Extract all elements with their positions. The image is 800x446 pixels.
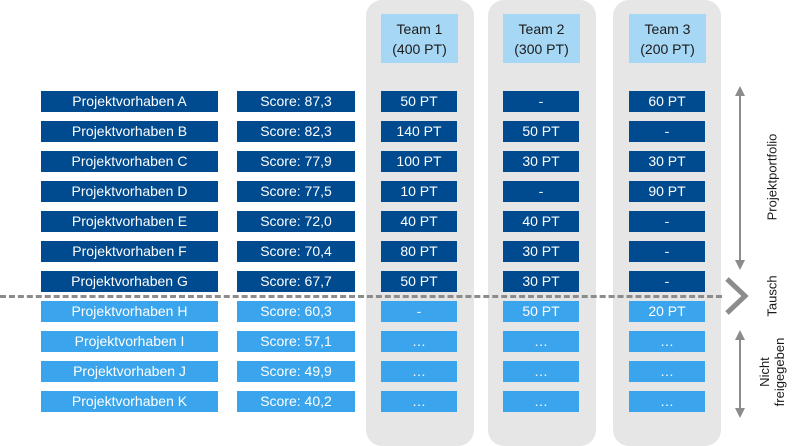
team-2-effort: - <box>503 181 579 202</box>
team-3-effort: - <box>629 211 705 232</box>
project-label: Projektvorhaben D <box>41 181 218 202</box>
team-1-header: Team 1 (400 PT) <box>381 14 458 63</box>
team-2-effort: 50 PT <box>503 121 579 142</box>
team-3-effort: … <box>629 391 705 412</box>
project-label: Projektvorhaben A <box>41 91 218 112</box>
team-1-effort: 80 PT <box>381 241 457 262</box>
team-2-effort: 40 PT <box>503 211 579 232</box>
team-1-effort: 50 PT <box>381 271 457 292</box>
team-1-effort: … <box>381 361 457 382</box>
team-1-effort: 140 PT <box>381 121 457 142</box>
score-label: Score: 77,9 <box>237 151 355 172</box>
team-3-header: Team 3 (200 PT) <box>629 14 706 63</box>
team-1-effort: 100 PT <box>381 151 457 172</box>
project-label: Projektvorhaben J <box>41 361 218 382</box>
project-label: Projektvorhaben H <box>41 301 218 322</box>
team-2-capacity: (300 PT) <box>514 40 569 57</box>
team-3-name: Team 3 <box>644 20 691 37</box>
swap-chevron-icon <box>725 277 749 315</box>
not-released-label-line2: freigegeben <box>772 337 787 407</box>
portfolio-arrow <box>735 86 745 270</box>
score-label: Score: 40,2 <box>237 391 355 412</box>
score-label: Score: 77,5 <box>237 181 355 202</box>
team-2-effort: 30 PT <box>503 241 579 262</box>
team-1-effort: … <box>381 391 457 412</box>
score-label: Score: 49,9 <box>237 361 355 382</box>
not-released-arrow <box>735 330 745 418</box>
release-cutoff-line <box>0 295 722 298</box>
project-label: Projektvorhaben F <box>41 241 218 262</box>
portfolio-label: Projektportfolio <box>764 133 780 221</box>
team-3-effort: - <box>629 241 705 262</box>
team-3-capacity: (200 PT) <box>640 40 695 57</box>
team-1-effort: … <box>381 331 457 352</box>
team-3-effort: 60 PT <box>629 91 705 112</box>
team-2-name: Team 2 <box>518 20 565 37</box>
team-3-effort: … <box>629 361 705 382</box>
score-label: Score: 67,7 <box>237 271 355 292</box>
team-1-capacity: (400 PT) <box>392 40 447 57</box>
project-label: Projektvorhaben B <box>41 121 218 142</box>
project-label: Projektvorhaben E <box>41 211 218 232</box>
team-3-effort: … <box>629 331 705 352</box>
not-released-label-line1: Nicht <box>757 357 772 387</box>
project-label: Projektvorhaben I <box>41 331 218 352</box>
team-3-effort: 20 PT <box>629 301 705 322</box>
team-3-effort: - <box>629 271 705 292</box>
side-arrows <box>725 86 749 418</box>
team-2-effort: 50 PT <box>503 301 579 322</box>
score-label: Score: 87,3 <box>237 91 355 112</box>
project-label: Projektvorhaben G <box>41 271 218 292</box>
team-1-effort: 50 PT <box>381 91 457 112</box>
swap-label: Tausch <box>764 275 780 317</box>
team-2-effort: 30 PT <box>503 271 579 292</box>
team-1-name: Team 1 <box>396 20 443 37</box>
team-1-effort: - <box>381 301 457 322</box>
score-label: Score: 60,3 <box>237 301 355 322</box>
team-3-effort: - <box>629 121 705 142</box>
score-label: Score: 82,3 <box>237 121 355 142</box>
project-label: Projektvorhaben C <box>41 151 218 172</box>
team-2-effort: 30 PT <box>503 151 579 172</box>
team-1-effort: 40 PT <box>381 211 457 232</box>
team-2-effort: … <box>503 331 579 352</box>
team-1-effort: 10 PT <box>381 181 457 202</box>
team-3-effort: 90 PT <box>629 181 705 202</box>
score-label: Score: 57,1 <box>237 331 355 352</box>
team-2-effort: … <box>503 361 579 382</box>
not-released-label: Nicht freigegeben <box>757 338 787 407</box>
team-2-effort: … <box>503 391 579 412</box>
score-label: Score: 70,4 <box>237 241 355 262</box>
project-label: Projektvorhaben K <box>41 391 218 412</box>
team-2-header: Team 2 (300 PT) <box>503 14 580 63</box>
team-3-effort: 30 PT <box>629 151 705 172</box>
score-label: Score: 72,0 <box>237 211 355 232</box>
team-2-effort: - <box>503 91 579 112</box>
